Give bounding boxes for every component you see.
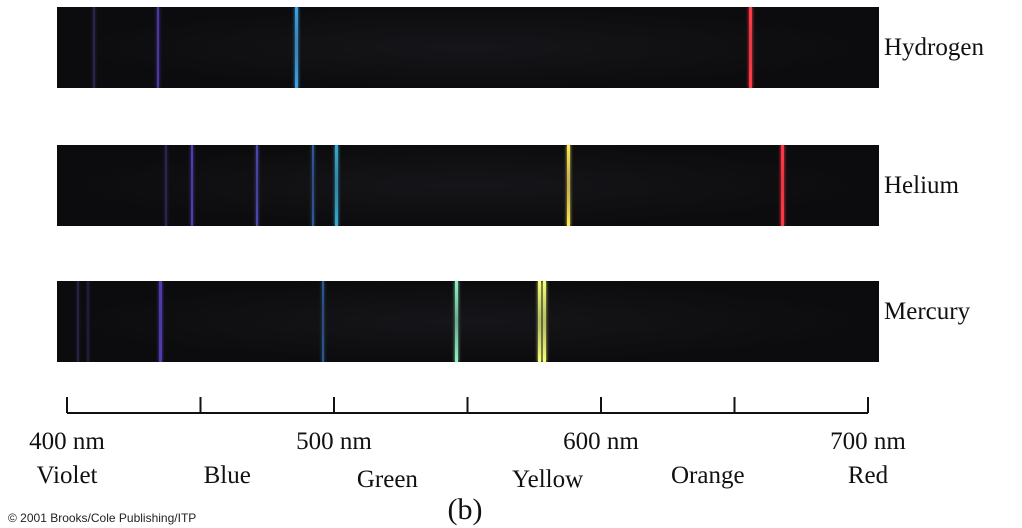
hydrogen-spectrum [57,7,879,88]
panel-label: (b) [447,493,483,526]
mercury-label: Mercury [884,298,971,325]
helium-emission-line [311,145,314,226]
color-band-label: Yellow [512,466,584,493]
mercury-spectrum [57,281,879,362]
mercury-emission-line [543,281,547,362]
copyright-notice: © 2001 Brooks/Cole Publishing/ITP [8,511,197,525]
tick-label: 700 nm [830,428,906,455]
helium-emission-line [164,145,167,226]
hydrogen-emission-line [156,7,159,88]
mercury-emission-line [455,281,459,362]
color-band-label: Orange [671,462,745,489]
color-band-label: Blue [203,462,251,489]
helium-emission-line [335,145,339,226]
hydrogen-emission-line [92,7,95,88]
tick-label: 500 nm [296,428,372,455]
mercury-emission-line [322,281,325,362]
helium-label: Helium [884,172,959,199]
mercury-emission-line [158,281,162,362]
tick-label: 600 nm [563,428,639,455]
color-band-label: Green [356,466,418,493]
helium-emission-line [255,145,258,226]
mercury-emission-line [538,281,542,362]
tick-label: 400 nm [29,428,105,455]
hydrogen-emission-line [295,7,299,88]
mercury-emission-line [76,281,79,362]
color-band-label: Red [847,462,889,489]
helium-emission-line [191,145,194,226]
color-band-label: Violet [36,462,98,489]
hydrogen-label: Hydrogen [884,34,984,61]
mercury-emission-line [87,281,90,362]
hydrogen-emission-line [749,7,753,88]
helium-emission-line [781,145,785,226]
helium-emission-line [567,145,571,226]
helium-spectrum [57,145,879,226]
